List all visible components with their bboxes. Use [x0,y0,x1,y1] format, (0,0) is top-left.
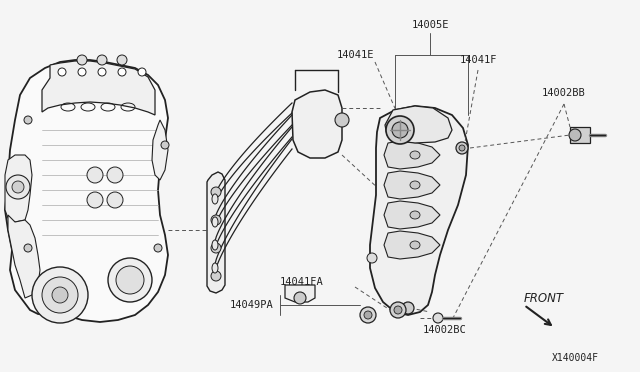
Circle shape [294,292,306,304]
Polygon shape [370,106,468,315]
Polygon shape [285,285,315,302]
Circle shape [118,68,126,76]
Circle shape [154,244,162,252]
Circle shape [367,253,377,263]
Circle shape [211,187,221,197]
Circle shape [24,116,32,124]
Polygon shape [5,155,32,222]
Circle shape [87,192,103,208]
Ellipse shape [212,263,218,273]
Polygon shape [207,172,225,293]
Circle shape [12,181,24,193]
Circle shape [138,68,146,76]
Text: 14049PA: 14049PA [230,300,274,310]
Circle shape [117,55,127,65]
Circle shape [211,271,221,281]
Text: 14005E: 14005E [412,20,449,30]
Text: FRONT: FRONT [524,292,564,305]
Ellipse shape [410,241,420,249]
Circle shape [107,167,123,183]
Ellipse shape [410,151,420,159]
Text: 14002BB: 14002BB [542,88,586,98]
Circle shape [360,307,376,323]
Circle shape [42,277,78,313]
Ellipse shape [410,181,420,189]
Polygon shape [5,60,168,322]
Polygon shape [384,201,440,229]
Polygon shape [384,141,440,169]
Text: 14041F: 14041F [460,55,497,65]
Circle shape [394,306,402,314]
Circle shape [97,55,107,65]
Circle shape [386,116,414,144]
Circle shape [456,142,468,154]
Polygon shape [292,90,342,158]
Circle shape [392,122,408,138]
Circle shape [52,287,68,303]
Text: 14002BC: 14002BC [423,325,467,335]
Circle shape [459,145,465,151]
Circle shape [569,129,581,141]
Circle shape [78,68,86,76]
Polygon shape [570,127,590,143]
Polygon shape [42,61,155,115]
Text: 14041E: 14041E [336,50,374,60]
Polygon shape [8,215,40,298]
Text: X140004F: X140004F [552,353,598,363]
Circle shape [32,267,88,323]
Circle shape [211,215,221,225]
Circle shape [108,258,152,302]
Circle shape [107,192,123,208]
Circle shape [433,313,443,323]
Circle shape [6,175,30,199]
Circle shape [77,55,87,65]
Polygon shape [385,106,452,143]
Circle shape [116,266,144,294]
Ellipse shape [212,217,218,227]
Text: 14041FA: 14041FA [280,277,324,287]
Ellipse shape [212,240,218,250]
Ellipse shape [410,211,420,219]
Circle shape [161,141,169,149]
Circle shape [58,68,66,76]
Circle shape [211,243,221,253]
Circle shape [364,311,372,319]
Circle shape [98,68,106,76]
Circle shape [87,167,103,183]
Polygon shape [152,120,168,180]
Circle shape [402,302,414,314]
Circle shape [390,302,406,318]
Polygon shape [384,231,440,259]
Circle shape [24,244,32,252]
Circle shape [335,113,349,127]
Ellipse shape [212,194,218,204]
Polygon shape [384,171,440,199]
